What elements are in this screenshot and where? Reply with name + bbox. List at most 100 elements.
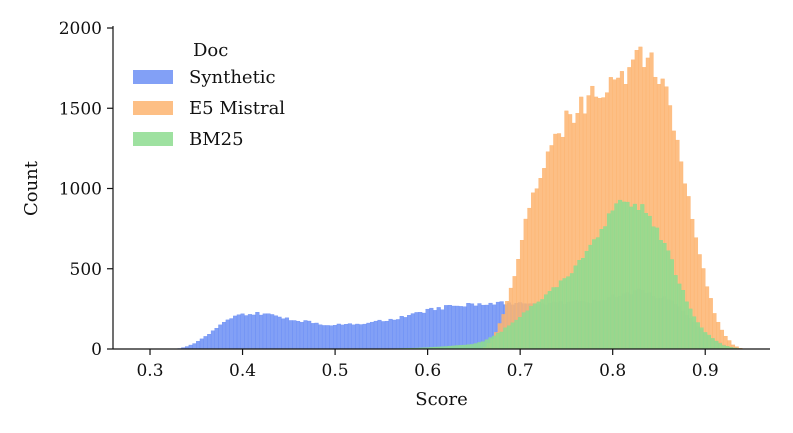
histogram-bar	[662, 243, 667, 350]
x-tick-label: 0.3	[136, 361, 163, 381]
histogram-bar	[562, 278, 567, 350]
histogram-bar	[606, 213, 612, 350]
histogram-bar	[414, 312, 419, 350]
histogram-bar	[292, 320, 297, 350]
histogram-bar	[484, 339, 489, 350]
histogram-bar	[510, 322, 515, 350]
histogram-bar	[355, 323, 360, 350]
histogram-bar	[340, 324, 345, 350]
histogram-bar	[403, 317, 408, 350]
histogram-bar	[199, 338, 204, 350]
histogram-bar	[421, 312, 426, 350]
y-ticks: 0 500 1000 1500 2000	[59, 19, 113, 360]
histogram-bar	[532, 303, 538, 350]
histogram-bar	[614, 203, 619, 350]
histogram-bar	[370, 321, 375, 350]
histogram-bar	[303, 320, 308, 350]
histogram-bar	[347, 323, 352, 350]
histogram-bar	[525, 310, 530, 350]
histogram-bar	[584, 251, 589, 350]
histogram-bar	[625, 201, 630, 350]
histogram-bar	[558, 280, 563, 350]
histogram-bar	[203, 336, 208, 350]
histogram-bar	[244, 315, 249, 350]
histogram-bar	[296, 321, 301, 350]
histogram-bar	[466, 344, 471, 350]
histogram-bar	[444, 305, 449, 350]
histogram-bar	[240, 313, 245, 350]
histogram-bar	[577, 260, 582, 350]
histogram-bar	[410, 313, 415, 350]
histogram-bar	[214, 328, 219, 350]
histogram-bar	[307, 320, 312, 350]
histogram-bar	[477, 342, 482, 350]
histogram-bar	[384, 320, 389, 350]
histogram-bar	[392, 319, 397, 350]
histogram-bar	[503, 327, 508, 350]
legend-label: E5 Mistral	[189, 98, 285, 119]
histogram-bar	[647, 215, 652, 350]
histogram-bar	[469, 303, 475, 350]
histogram-bar	[262, 313, 267, 350]
histogram-bar	[336, 323, 341, 350]
histogram-bar	[221, 321, 227, 350]
histogram-bar	[310, 323, 315, 350]
histogram-bar	[425, 308, 430, 350]
x-tick-label: 0.6	[414, 361, 441, 381]
histogram-bar	[621, 201, 626, 350]
histogram-bar	[688, 308, 693, 350]
legend-item: Synthetic	[133, 67, 276, 88]
legend-item: BM25	[133, 129, 244, 150]
legend-swatch	[133, 132, 173, 146]
histogram-bar	[706, 334, 711, 350]
histogram-bar	[684, 301, 689, 350]
legend: Doc Synthetic E5 Mistral BM25	[133, 40, 285, 150]
histogram-bar	[473, 305, 478, 350]
histogram-bar	[451, 305, 456, 350]
legend-items: Synthetic E5 Mistral BM25	[133, 67, 285, 150]
series-layer	[177, 46, 743, 350]
histogram-bar	[703, 332, 708, 350]
legend-item: E5 Mistral	[133, 98, 285, 119]
histogram-bar	[407, 315, 412, 350]
y-tick-label: 2000	[59, 19, 102, 39]
histogram-bar	[636, 210, 641, 350]
x-tick-label: 0.9	[692, 361, 719, 381]
histogram-bar	[669, 259, 674, 350]
histogram-bar	[388, 318, 393, 350]
histogram-bar	[595, 237, 600, 350]
x-tick-label: 0.5	[322, 361, 349, 381]
histogram-bar	[610, 210, 615, 350]
histogram-bar	[618, 199, 623, 350]
histogram-bar	[529, 305, 534, 350]
histogram-bar	[377, 319, 382, 350]
histogram-bar	[699, 327, 704, 350]
histogram-bar	[658, 240, 663, 350]
histogram-bar	[458, 306, 463, 350]
histogram-bar	[551, 287, 556, 350]
histogram-bar	[462, 306, 467, 350]
histogram-bar	[218, 324, 223, 350]
histogram-bar	[229, 318, 234, 350]
histogram-bar	[643, 213, 649, 350]
histogram-bar	[544, 294, 549, 350]
histogram-bar	[325, 325, 330, 350]
legend-label: BM25	[189, 129, 244, 150]
histogram-bar	[373, 320, 378, 350]
histogram-bar	[481, 341, 486, 350]
histogram-bar	[210, 330, 215, 350]
histogram-bar	[632, 203, 637, 350]
histogram-bar	[569, 273, 575, 350]
histogram-bar	[236, 314, 241, 350]
histogram-bar	[573, 265, 578, 350]
histogram-bar	[521, 312, 526, 350]
histogram-bar	[318, 324, 323, 350]
histogram-bar	[477, 303, 482, 350]
histogram-bar	[603, 226, 608, 350]
histogram-bar	[362, 323, 367, 350]
histogram-bar	[695, 322, 700, 350]
histogram-bar	[666, 250, 671, 350]
histogram-bar	[233, 315, 238, 350]
histogram-bar	[499, 331, 504, 350]
